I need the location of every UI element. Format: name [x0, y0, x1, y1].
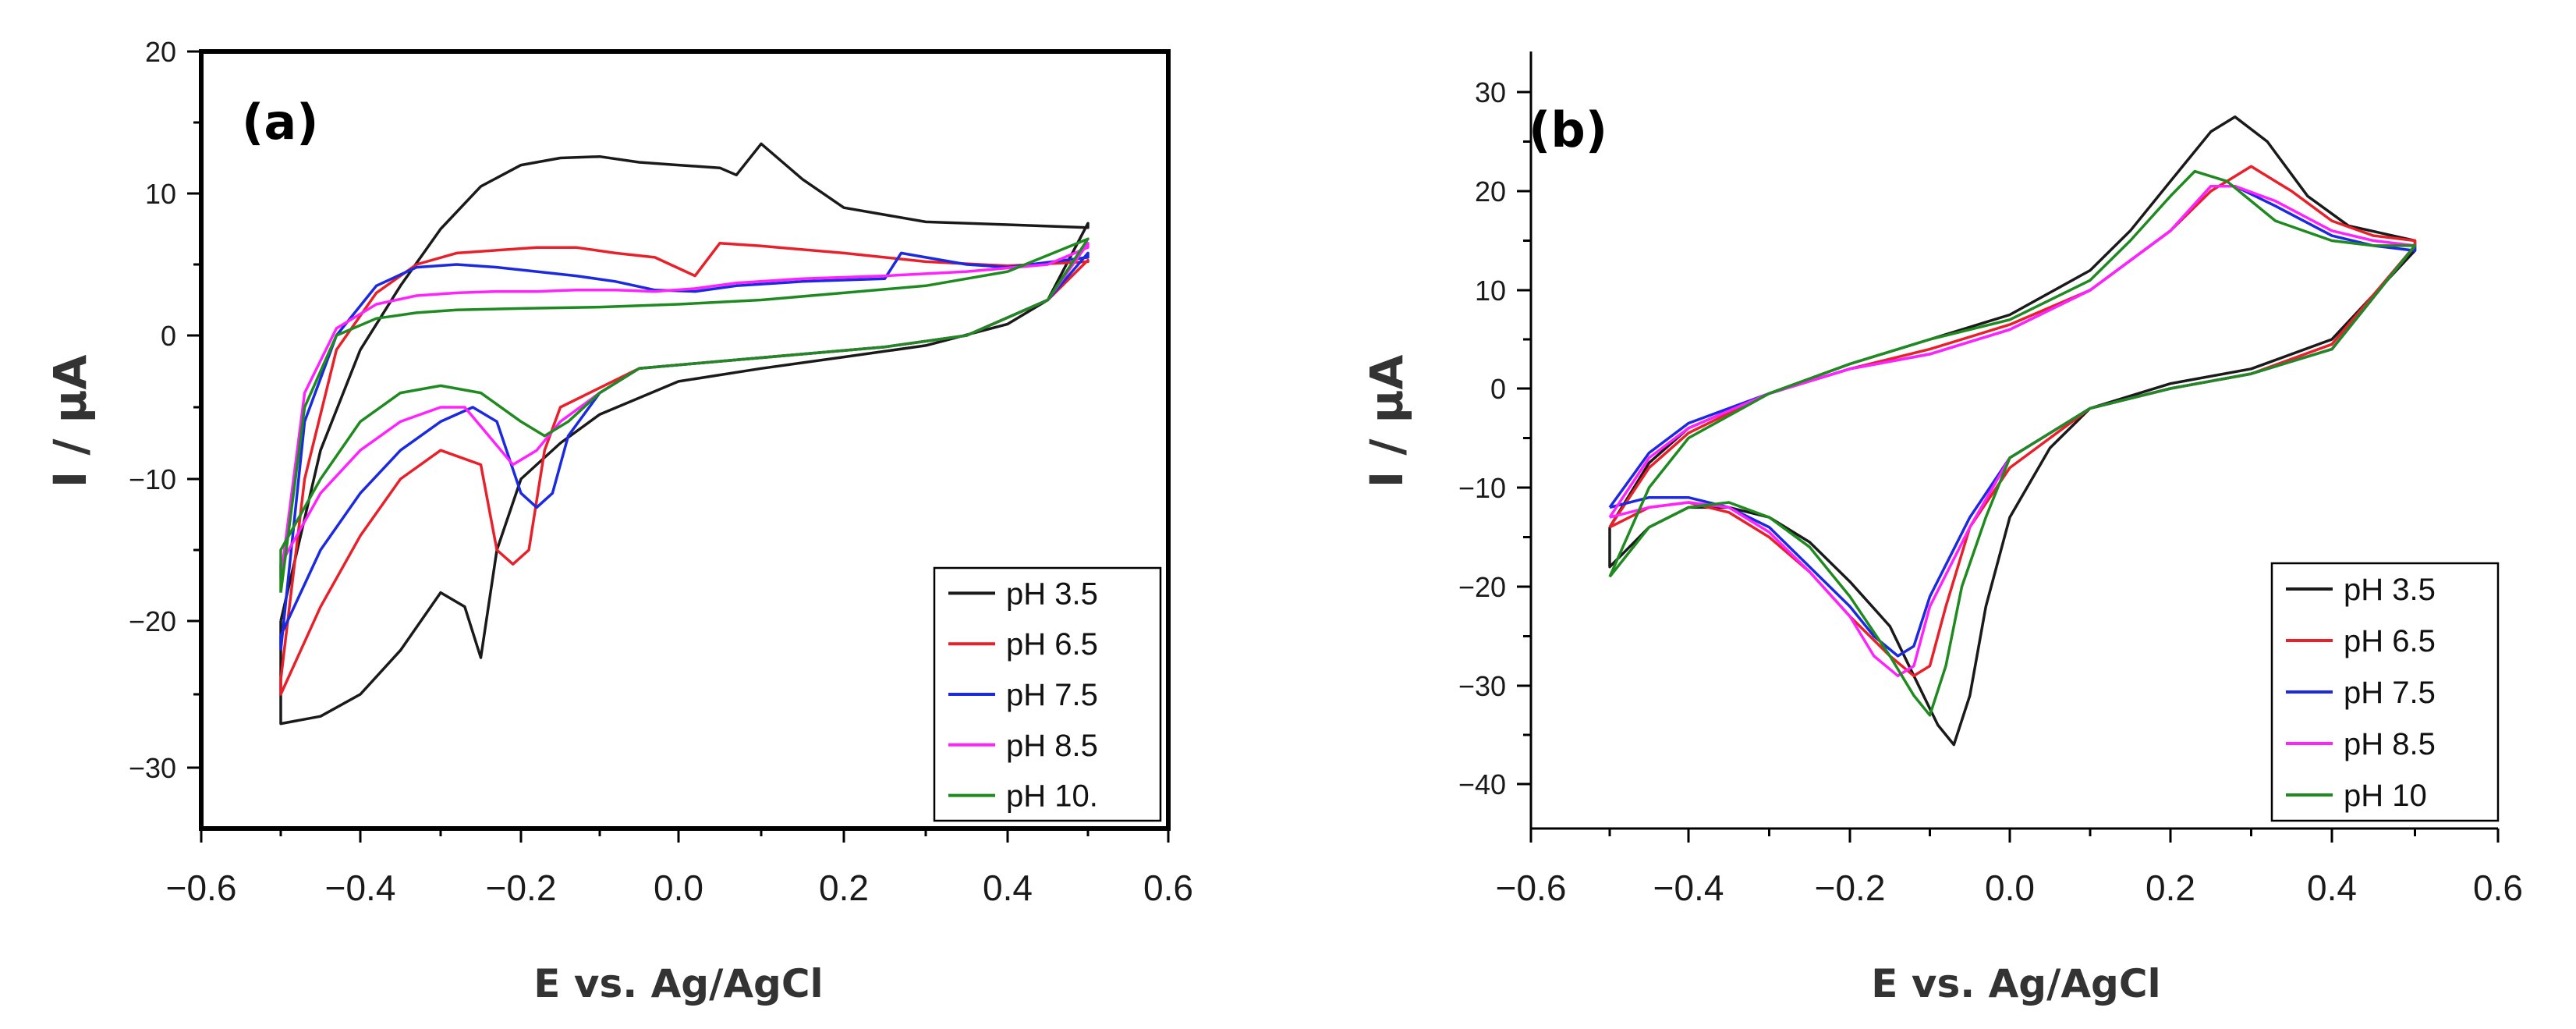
y-tick-label-b: −10 — [1458, 472, 1506, 504]
legend-label-a: pH 8.5 — [1006, 729, 1098, 763]
series-line-a-ph-7-5 — [279, 251, 1090, 651]
series-line-a-ph-3-5 — [279, 142, 1090, 726]
series-line-a-ph-6-5 — [279, 241, 1090, 696]
y-tick-label-a: 0 — [161, 320, 176, 352]
x-tick-label-a: −0.4 — [325, 868, 396, 908]
x-axis-title-a: E vs. Ag/AgCl — [533, 961, 823, 1006]
legend-label-a: pH 3.5 — [1006, 577, 1098, 611]
y-tick-label-a: −20 — [129, 605, 176, 637]
y-tick-label-b: 20 — [1475, 176, 1506, 208]
legend-label-b: pH 3.5 — [2344, 573, 2436, 607]
y-tick-label-a: −10 — [129, 463, 176, 495]
x-tick-label-a: 0.4 — [983, 868, 1033, 908]
y-tick-label-b: −40 — [1458, 768, 1506, 800]
x-tick-label-b: 0.2 — [2145, 868, 2195, 908]
panel-label-b: (b) — [1529, 101, 1607, 158]
x-tick-label-a: −0.6 — [166, 868, 237, 908]
y-tick-label-b: −30 — [1458, 670, 1506, 702]
y-tick-label-b: 10 — [1475, 275, 1506, 307]
panel-a-chart: −0.6 −0.4 −0.2 0.0 0.2 0.4 0.6 −30 −20 −10 0 10 20 pH… — [44, 36, 1193, 1006]
x-tick-label-b: 0.4 — [2307, 868, 2357, 908]
legend-label-a: pH 6.5 — [1006, 627, 1098, 662]
plot-frame-a — [199, 49, 1171, 831]
series-line-a-ph-10 — [279, 237, 1090, 593]
y-tick-label-b: 0 — [1490, 373, 1506, 405]
series-line-b-ph-3-5 — [1608, 115, 2417, 747]
x-tick-label-b: 0.0 — [1985, 868, 2035, 908]
legend-label-b: pH 8.5 — [2344, 727, 2436, 761]
x-tick-label-b: −0.6 — [1496, 868, 1567, 908]
legend-label-a: pH 7.5 — [1006, 678, 1098, 712]
legend-label-b: pH 7.5 — [2344, 676, 2436, 710]
series-line-a-ph-8-5 — [279, 241, 1090, 579]
x-tick-label-a: 0.0 — [654, 868, 703, 908]
panel-b-chart: −0.6 −0.4 −0.2 0.0 0.2 0.4 0.6 −40 −30 −20 −10 0 10 2… — [1360, 51, 2523, 1006]
y-tick-label-a: 20 — [145, 36, 176, 68]
legend-label-b: pH 10 — [2344, 779, 2427, 813]
legend-label-b: pH 6.5 — [2344, 624, 2436, 658]
x-tick-label-b: −0.4 — [1653, 868, 1724, 908]
x-tick-label-b: 0.6 — [2473, 868, 2523, 908]
panel-label-a: (a) — [242, 94, 319, 151]
x-tick-label-a: 0.2 — [819, 868, 869, 908]
x-tick-label-a: −0.2 — [486, 868, 557, 908]
series-line-b-ph-10 — [1608, 169, 2417, 717]
legend-label-a: pH 10. — [1006, 779, 1098, 814]
x-tick-label-b: −0.2 — [1815, 868, 1886, 908]
y-tick-label-a: −30 — [129, 752, 176, 784]
y-tick-label-a: 10 — [145, 178, 176, 210]
y-tick-label-b: −20 — [1458, 571, 1506, 603]
x-tick-label-a: 0.6 — [1143, 868, 1193, 908]
y-axis-title-a: I / µA — [44, 355, 97, 488]
x-axis-title-b: E vs. Ag/AgCl — [1871, 961, 2160, 1006]
y-axis-title-b: I / µA — [1360, 355, 1413, 488]
y-tick-label-b: 30 — [1475, 76, 1506, 108]
